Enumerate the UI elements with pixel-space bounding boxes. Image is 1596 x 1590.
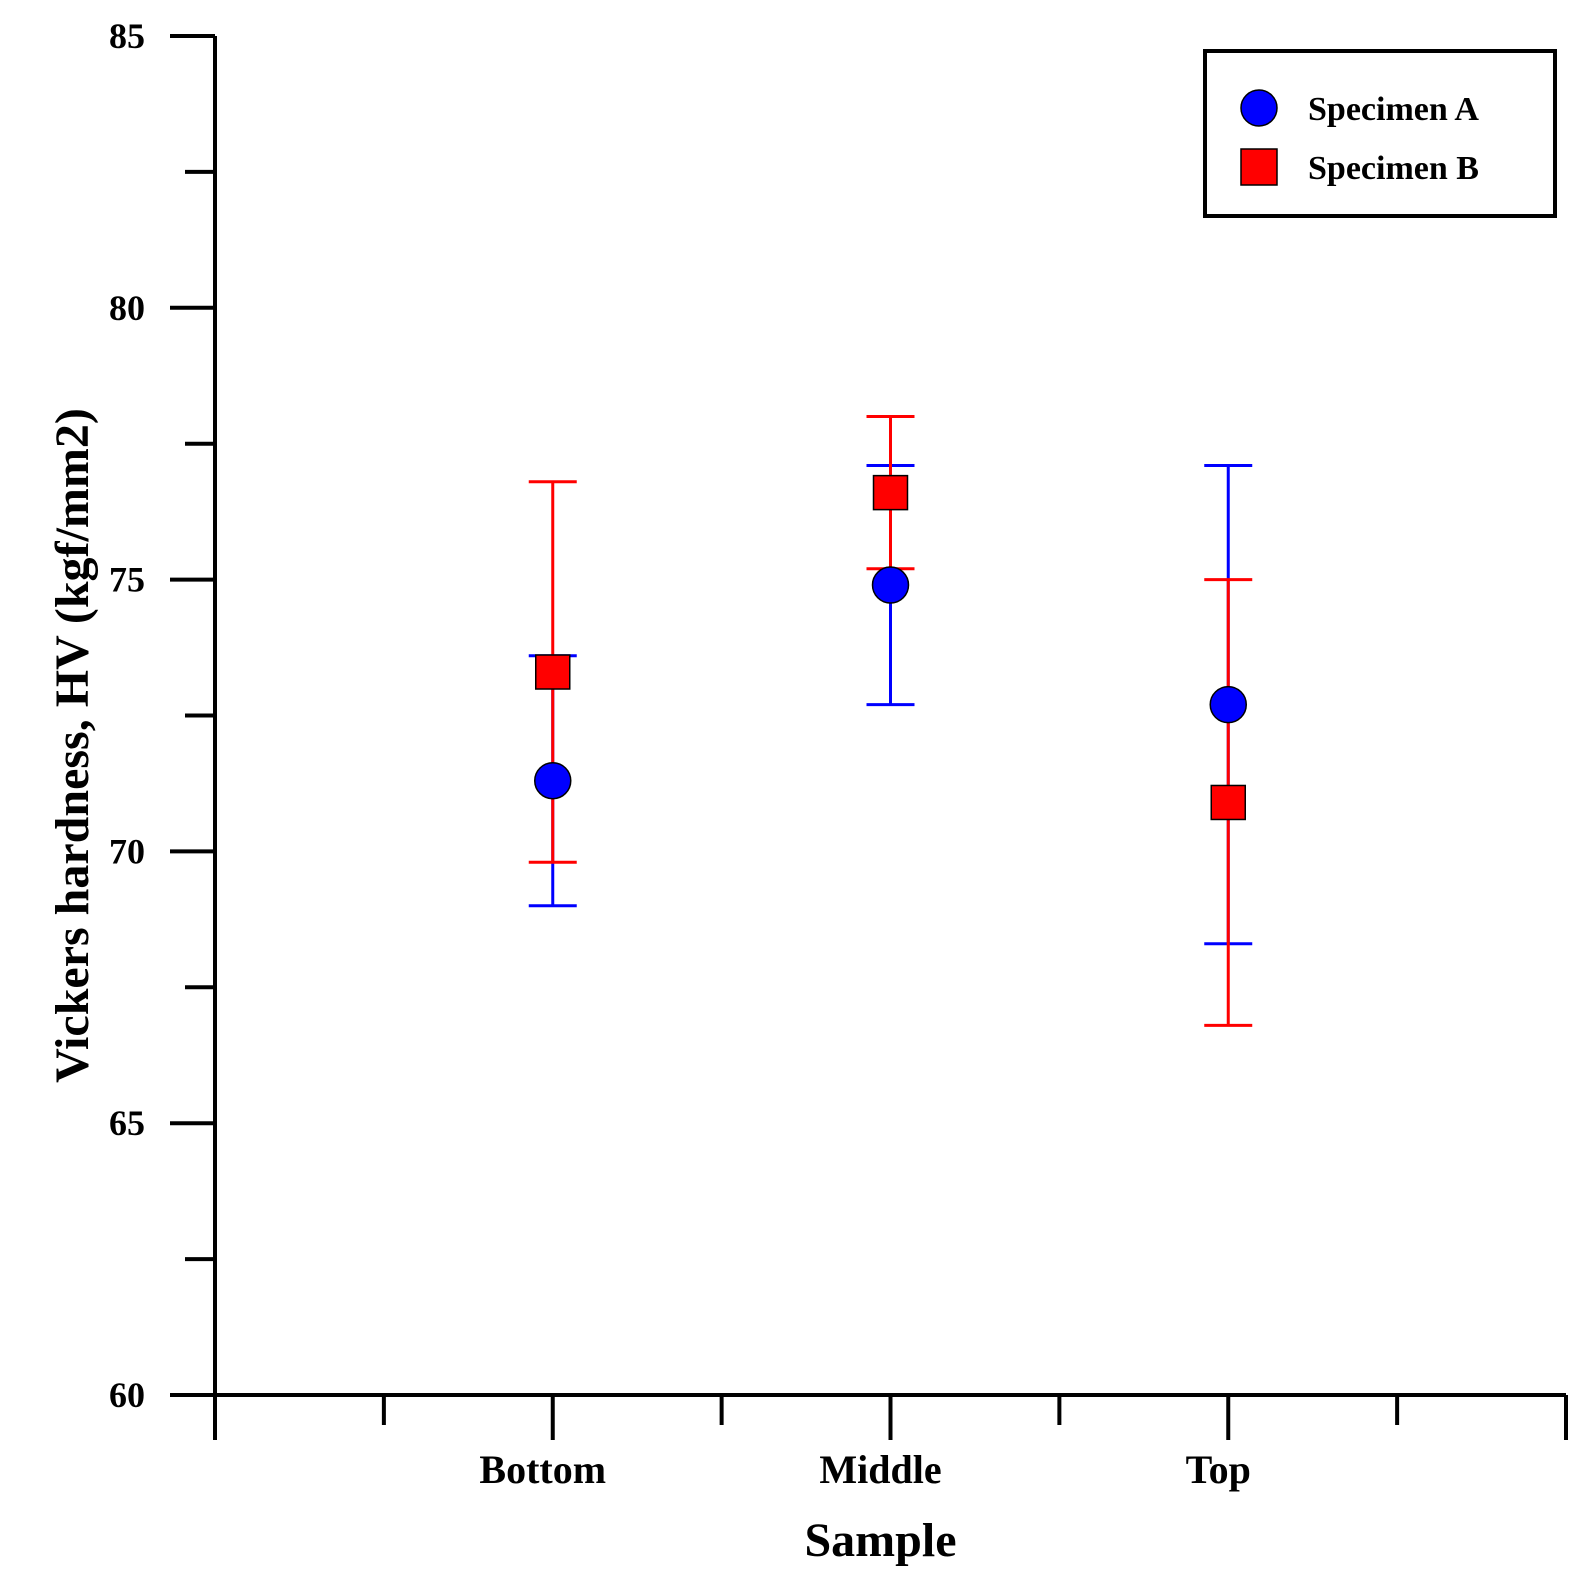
- x-tick-label: Middle: [819, 1447, 941, 1492]
- markers-specimen-a: [534, 566, 1247, 800]
- data-point: [871, 566, 910, 604]
- y-tick-label: 65: [109, 1103, 145, 1143]
- legend: Specimen A Specimen B: [1203, 49, 1557, 218]
- legend-marker-specimen-a: [1240, 89, 1278, 127]
- y-tick-label: 70: [109, 831, 145, 871]
- data-point: [1210, 784, 1246, 821]
- y-tick-label: 75: [109, 560, 145, 600]
- x-tick-label: Bottom: [479, 1447, 606, 1492]
- legend-marker-specimen-b: [1240, 148, 1278, 186]
- legend-box: [1203, 49, 1557, 218]
- y-tick-label: 85: [109, 16, 145, 56]
- y-axis-title: Vickers hardness, HV (kgf/mm2): [46, 408, 99, 1083]
- y-tick-label: 60: [109, 1375, 145, 1415]
- legend-label-specimen-b: Specimen B: [1308, 150, 1479, 187]
- x-tick-label: Top: [1186, 1447, 1251, 1492]
- ticks: 60 65 70 75 80 85 Bottom Middle Top: [109, 16, 1568, 1492]
- axes: [213, 36, 1566, 1397]
- y-tick-label: 80: [109, 288, 145, 328]
- x-axis-title: Sample: [804, 1514, 956, 1567]
- data-point: [534, 761, 572, 800]
- markers-specimen-b: [535, 474, 1246, 821]
- legend-label-specimen-a: Specimen A: [1308, 91, 1479, 128]
- data-point: [535, 654, 571, 690]
- data-point: [1209, 685, 1247, 724]
- data-point: [872, 474, 909, 511]
- series: [528, 415, 1253, 1027]
